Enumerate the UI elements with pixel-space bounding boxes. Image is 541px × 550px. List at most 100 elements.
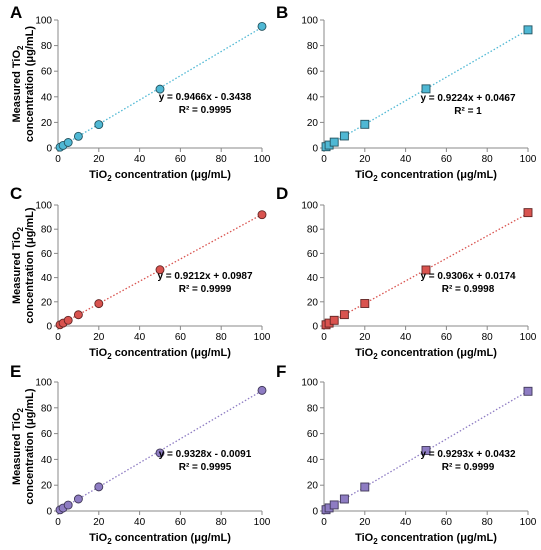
x-axis-title-sub: 2 xyxy=(373,174,378,183)
data-point xyxy=(329,500,339,510)
y-tick-label: 20 xyxy=(41,297,53,308)
data-point xyxy=(155,265,165,275)
y-tick-label: 20 xyxy=(41,481,53,492)
data-point xyxy=(94,482,104,492)
x-axis-title-rest: concentration (μg/mL) xyxy=(378,169,498,181)
x-axis-title-main: TiO xyxy=(89,532,108,544)
data-point xyxy=(63,138,73,147)
y-tick-label: 60 xyxy=(41,249,53,260)
data-point xyxy=(73,131,83,141)
y-tick-label: 40 xyxy=(307,273,319,284)
x-tick-label: 100 xyxy=(254,332,271,343)
panel-d: 0 20 40 60 80 100 0 20 40 60 80 100 TiO2 concentrati… xyxy=(276,184,537,361)
x-axis-title-rest: concentration (μg/mL) xyxy=(112,532,232,544)
panel-label: F xyxy=(276,362,286,381)
x-tick-label: 0 xyxy=(55,154,61,165)
x-tick-label: 100 xyxy=(520,517,537,528)
y-tick-label: 100 xyxy=(35,378,52,389)
y-axis-title-sub: 2 xyxy=(16,407,25,412)
y-tick-label: 0 xyxy=(312,507,318,518)
trendline-equation: y = 0.9466x - 0.3438 xyxy=(159,92,252,103)
y-axis-title-line1: Measured TiO2 xyxy=(11,407,25,485)
x-axis-title: TiO2 concentration (μg/mL) xyxy=(89,169,231,183)
y-tick-label: 40 xyxy=(307,92,319,103)
data-point xyxy=(257,21,267,31)
y-tick-label: 80 xyxy=(41,403,53,414)
x-tick-label: 40 xyxy=(400,332,412,343)
y-tick-label: 20 xyxy=(307,481,319,492)
x-tick-label: 20 xyxy=(93,332,105,343)
trendline-equation: y = 0.9224x + 0.0467 xyxy=(420,93,516,104)
r-squared-label: R² = 0.9999 xyxy=(442,462,495,473)
y-tick-label: 0 xyxy=(46,144,52,155)
x-tick-label: 40 xyxy=(400,154,412,165)
x-axis-title: TiO2 concentration (μg/mL) xyxy=(355,347,497,361)
panel-label: D xyxy=(276,184,288,203)
y-tick-label: 100 xyxy=(301,16,318,27)
y-tick-label: 20 xyxy=(307,297,319,308)
data-point xyxy=(94,120,104,130)
x-axis-title-main: TiO xyxy=(89,347,108,359)
trendline-equation: y = 0.9212x + 0.0987 xyxy=(157,271,253,282)
x-axis-title: TiO2 concentration (μg/mL) xyxy=(355,169,497,183)
x-tick-label: 80 xyxy=(482,332,494,343)
data-point xyxy=(339,310,349,320)
y-axis-title-line2: concentration (μg/mL) xyxy=(24,388,36,504)
x-tick-label: 80 xyxy=(216,517,228,528)
x-axis-title-main: TiO xyxy=(355,532,374,544)
data-point xyxy=(523,208,533,218)
y-tick-label: 80 xyxy=(41,225,53,236)
x-tick-label: 60 xyxy=(175,154,187,165)
y-axis-title-main: Measured TiO xyxy=(11,231,23,304)
x-tick-label: 80 xyxy=(216,332,228,343)
x-axis-title: TiO2 concentration (μg/mL) xyxy=(89,532,231,546)
data-point xyxy=(73,310,83,320)
x-tick-label: 0 xyxy=(55,517,61,528)
data-point xyxy=(339,494,349,504)
panel-label: C xyxy=(10,184,22,203)
x-tick-label: 40 xyxy=(134,154,146,165)
x-tick-label: 0 xyxy=(55,332,61,343)
data-point xyxy=(73,494,83,504)
x-tick-label: 80 xyxy=(216,154,228,165)
data-point xyxy=(94,299,104,309)
y-tick-label: 0 xyxy=(312,144,318,155)
panel-label: A xyxy=(10,3,22,22)
r-squared-label: R² = 0.9998 xyxy=(442,284,495,295)
data-point xyxy=(257,385,267,395)
r-squared-label: R² = 0.9995 xyxy=(179,105,232,116)
x-axis-title-sub: 2 xyxy=(373,352,378,361)
x-axis-title-main: TiO xyxy=(89,169,108,181)
data-point xyxy=(155,84,165,94)
x-tick-label: 60 xyxy=(175,332,187,343)
x-axis-title-sub: 2 xyxy=(107,352,112,361)
y-axis-title-main: Measured TiO xyxy=(11,412,23,485)
y-tick-label: 60 xyxy=(307,429,319,440)
trendline-equation: y = 0.9293x + 0.0432 xyxy=(420,449,516,460)
y-tick-label: 100 xyxy=(35,16,52,27)
y-tick-label: 0 xyxy=(46,322,52,333)
y-tick-label: 40 xyxy=(41,273,53,284)
x-tick-label: 40 xyxy=(400,517,412,528)
data-point xyxy=(63,500,73,510)
y-tick-label: 40 xyxy=(41,455,53,466)
x-tick-label: 40 xyxy=(134,332,146,343)
x-tick-label: 20 xyxy=(359,517,371,528)
data-point xyxy=(257,210,267,220)
data-point xyxy=(360,299,370,308)
y-tick-label: 60 xyxy=(41,67,53,78)
x-tick-label: 80 xyxy=(482,517,494,528)
y-tick-label: 60 xyxy=(307,249,319,260)
x-tick-label: 0 xyxy=(321,154,327,165)
y-tick-label: 80 xyxy=(307,403,319,414)
panel-label: B xyxy=(276,3,288,22)
panel-b: 0 20 40 60 80 100 0 20 40 60 80 100 TiO2 concentrati… xyxy=(276,3,537,183)
x-axis-title-sub: 2 xyxy=(107,537,112,546)
y-tick-label: 60 xyxy=(307,67,319,78)
x-tick-label: 100 xyxy=(254,154,271,165)
x-axis-title-main: TiO xyxy=(355,347,374,359)
data-point xyxy=(155,448,165,458)
